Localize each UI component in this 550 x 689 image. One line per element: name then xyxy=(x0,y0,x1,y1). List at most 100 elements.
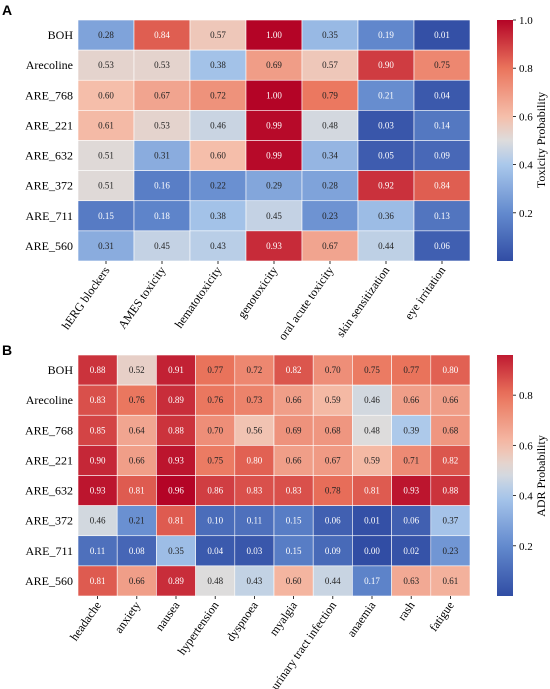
cell-value-label: 0.52 xyxy=(129,365,145,375)
heatmap-cell xyxy=(189,19,247,51)
heatmap-cell xyxy=(133,110,191,141)
cell-value-label: 0.90 xyxy=(378,60,394,70)
column-label: anaemia xyxy=(344,598,379,639)
heatmap-cell xyxy=(312,414,353,446)
heatmap-cell xyxy=(245,170,303,202)
cell-value-label: 0.66 xyxy=(129,455,145,465)
heatmap-cell xyxy=(312,354,353,386)
cell-value-label: 0.38 xyxy=(210,211,226,221)
cell-value-label: 0.88 xyxy=(90,365,106,375)
cell-value-label: 0.53 xyxy=(154,120,170,130)
cell-value-label: 0.83 xyxy=(286,486,302,496)
heatmap-cell xyxy=(413,49,471,81)
cell-value-label: 0.17 xyxy=(364,576,380,586)
panel-b-cells: 0.88 0.52 0.91 0.77 0.72 0.82 0.70 0.75 0.77 0.80… xyxy=(77,354,471,597)
heatmap-cell xyxy=(352,505,392,537)
panel-b-row-labels: BOH Arecoline ARE_768 ARE_221 ARE_632 ARE_372… xyxy=(25,363,73,588)
heatmap-cell xyxy=(301,79,359,111)
cell-value-label: 0.45 xyxy=(266,211,282,221)
heatmap-cell xyxy=(133,79,191,111)
panel-a-colorbar-label: Toxicity Probability xyxy=(534,92,548,188)
panel-b-colorbar-gradient xyxy=(497,355,513,596)
row-label: ARE_711 xyxy=(25,209,73,223)
heatmap-cell xyxy=(116,445,157,476)
heatmap-cell xyxy=(156,505,196,537)
heatmap-cell xyxy=(156,354,196,386)
cell-value-label: 0.23 xyxy=(443,546,459,556)
heatmap-cell xyxy=(352,354,392,386)
cell-value-label: 0.06 xyxy=(325,516,341,526)
colorbar-tick-label: 1.0 xyxy=(519,15,533,27)
heatmap-cell xyxy=(234,535,275,567)
heatmap-cell xyxy=(413,200,471,232)
cell-value-label: 0.66 xyxy=(286,455,302,465)
panel-a: A 0.28 0.84 0.57 1.00 0.35 0.19 0.010.53 0.53 0.… xyxy=(2,2,548,343)
row-label: BOH xyxy=(48,363,74,377)
cell-value-label: 0.46 xyxy=(364,395,380,405)
cell-value-label: 0.83 xyxy=(247,486,263,496)
heatmap-cell xyxy=(195,505,236,537)
heatmap-cell xyxy=(430,445,471,476)
heatmap-cell xyxy=(430,475,471,506)
cell-value-label: 0.81 xyxy=(129,486,145,496)
heatmap-cell xyxy=(116,565,157,597)
row-label: ARE_768 xyxy=(25,88,73,102)
cell-value-label: 0.15 xyxy=(98,211,114,221)
row-label: ARE_372 xyxy=(25,514,73,528)
heatmap-cell xyxy=(116,384,157,416)
cell-value-label: 0.11 xyxy=(90,546,105,556)
cell-value-label: 0.77 xyxy=(403,365,419,375)
cell-value-label: 0.76 xyxy=(207,395,223,405)
cell-value-label: 0.48 xyxy=(322,120,338,130)
heatmap-cell xyxy=(195,384,236,416)
heatmap-cell xyxy=(357,230,415,262)
cell-value-label: 0.15 xyxy=(286,516,302,526)
cell-value-label: 0.44 xyxy=(325,576,341,586)
heatmap-cell xyxy=(195,475,236,506)
cell-value-label: 0.81 xyxy=(364,486,380,496)
column-label: hERG blockers xyxy=(59,263,113,332)
cell-value-label: 0.19 xyxy=(378,30,394,40)
cell-value-label: 0.72 xyxy=(210,90,226,100)
cell-value-label: 0.36 xyxy=(378,211,394,221)
cell-value-label: 0.59 xyxy=(325,395,341,405)
heatmap-cell xyxy=(156,475,196,506)
cell-value-label: 0.48 xyxy=(364,425,380,435)
cell-value-label: 0.31 xyxy=(154,151,170,161)
colorbar-tick-label: 0.8 xyxy=(519,63,533,75)
panel-a-column-labels: hERG blockers AMES toxicity hematotoxicity… xyxy=(59,261,449,343)
colorbar-tick-label: 0.2 xyxy=(519,541,533,553)
column-label: eye irritation xyxy=(402,264,449,323)
heatmap-cell xyxy=(312,505,353,537)
heatmap-cell xyxy=(77,565,118,597)
heatmap-cell xyxy=(189,170,247,202)
heatmap-cell xyxy=(430,384,471,416)
cell-value-label: 0.72 xyxy=(247,365,263,375)
cell-value-label: 0.23 xyxy=(322,211,338,221)
heatmap-cell xyxy=(245,79,303,111)
heatmap-cell xyxy=(273,384,314,416)
cell-value-label: 0.93 xyxy=(266,241,282,251)
heatmap-cell xyxy=(234,445,275,476)
heatmap-cell xyxy=(133,19,191,51)
cell-value-label: 0.69 xyxy=(266,60,282,70)
cell-value-label: 0.35 xyxy=(322,30,338,40)
cell-value-label: 0.05 xyxy=(378,151,394,161)
cell-value-label: 0.60 xyxy=(98,90,114,100)
cell-value-label: 0.35 xyxy=(168,546,184,556)
cell-value-label: 0.93 xyxy=(403,486,419,496)
heatmap-cell xyxy=(77,19,135,51)
heatmap-cell xyxy=(116,354,157,386)
cell-value-label: 0.80 xyxy=(443,365,459,375)
cell-value-label: 0.16 xyxy=(154,181,170,191)
cell-value-label: 0.73 xyxy=(247,395,263,405)
row-label: ARE_768 xyxy=(25,423,73,437)
heatmap-cell xyxy=(77,414,118,446)
colorbar-tick-label: 0.4 xyxy=(519,160,533,172)
cell-value-label: 0.04 xyxy=(434,90,450,100)
heatmap-cell xyxy=(391,505,432,537)
cell-value-label: 0.66 xyxy=(286,395,302,405)
cell-value-label: 0.93 xyxy=(90,486,106,496)
cell-value-label: 0.51 xyxy=(98,151,114,161)
cell-value-label: 0.92 xyxy=(378,181,394,191)
